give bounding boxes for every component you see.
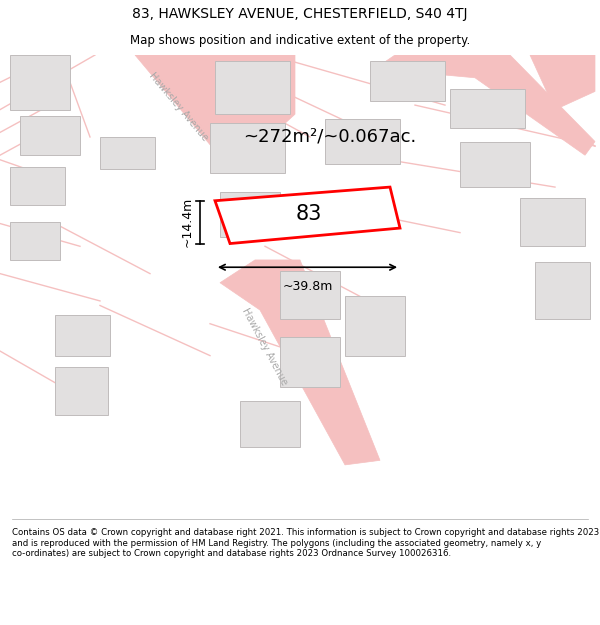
Polygon shape (520, 198, 585, 246)
Text: Hawksley Avenue: Hawksley Avenue (146, 71, 209, 143)
Text: 83, HAWKSLEY AVENUE, CHESTERFIELD, S40 4TJ: 83, HAWKSLEY AVENUE, CHESTERFIELD, S40 4… (132, 8, 468, 21)
Polygon shape (370, 61, 445, 101)
Polygon shape (240, 401, 300, 447)
Polygon shape (450, 89, 525, 128)
Polygon shape (345, 296, 405, 356)
Polygon shape (20, 116, 80, 155)
Text: 83: 83 (296, 204, 322, 224)
Text: ~39.8m: ~39.8m (283, 280, 332, 293)
Text: ~14.4m: ~14.4m (181, 197, 194, 248)
Polygon shape (10, 222, 60, 260)
Polygon shape (220, 260, 380, 465)
Polygon shape (10, 55, 70, 109)
Polygon shape (220, 192, 280, 237)
Text: Hawksley Avenue: Hawksley Avenue (241, 306, 290, 387)
Polygon shape (55, 314, 110, 356)
Polygon shape (280, 338, 340, 388)
Polygon shape (215, 61, 290, 114)
Polygon shape (100, 137, 155, 169)
Text: ~272m²/~0.067ac.: ~272m²/~0.067ac. (244, 128, 416, 146)
Polygon shape (280, 271, 340, 319)
Text: Map shows position and indicative extent of the property.: Map shows position and indicative extent… (130, 34, 470, 48)
Polygon shape (535, 262, 590, 319)
Polygon shape (210, 123, 285, 173)
Polygon shape (215, 187, 400, 244)
Polygon shape (325, 119, 400, 164)
Polygon shape (460, 141, 530, 187)
Text: Contains OS data © Crown copyright and database right 2021. This information is : Contains OS data © Crown copyright and d… (12, 528, 599, 558)
Polygon shape (375, 55, 595, 155)
Polygon shape (135, 55, 295, 151)
Polygon shape (55, 368, 108, 415)
Polygon shape (530, 55, 595, 109)
Polygon shape (10, 167, 65, 205)
